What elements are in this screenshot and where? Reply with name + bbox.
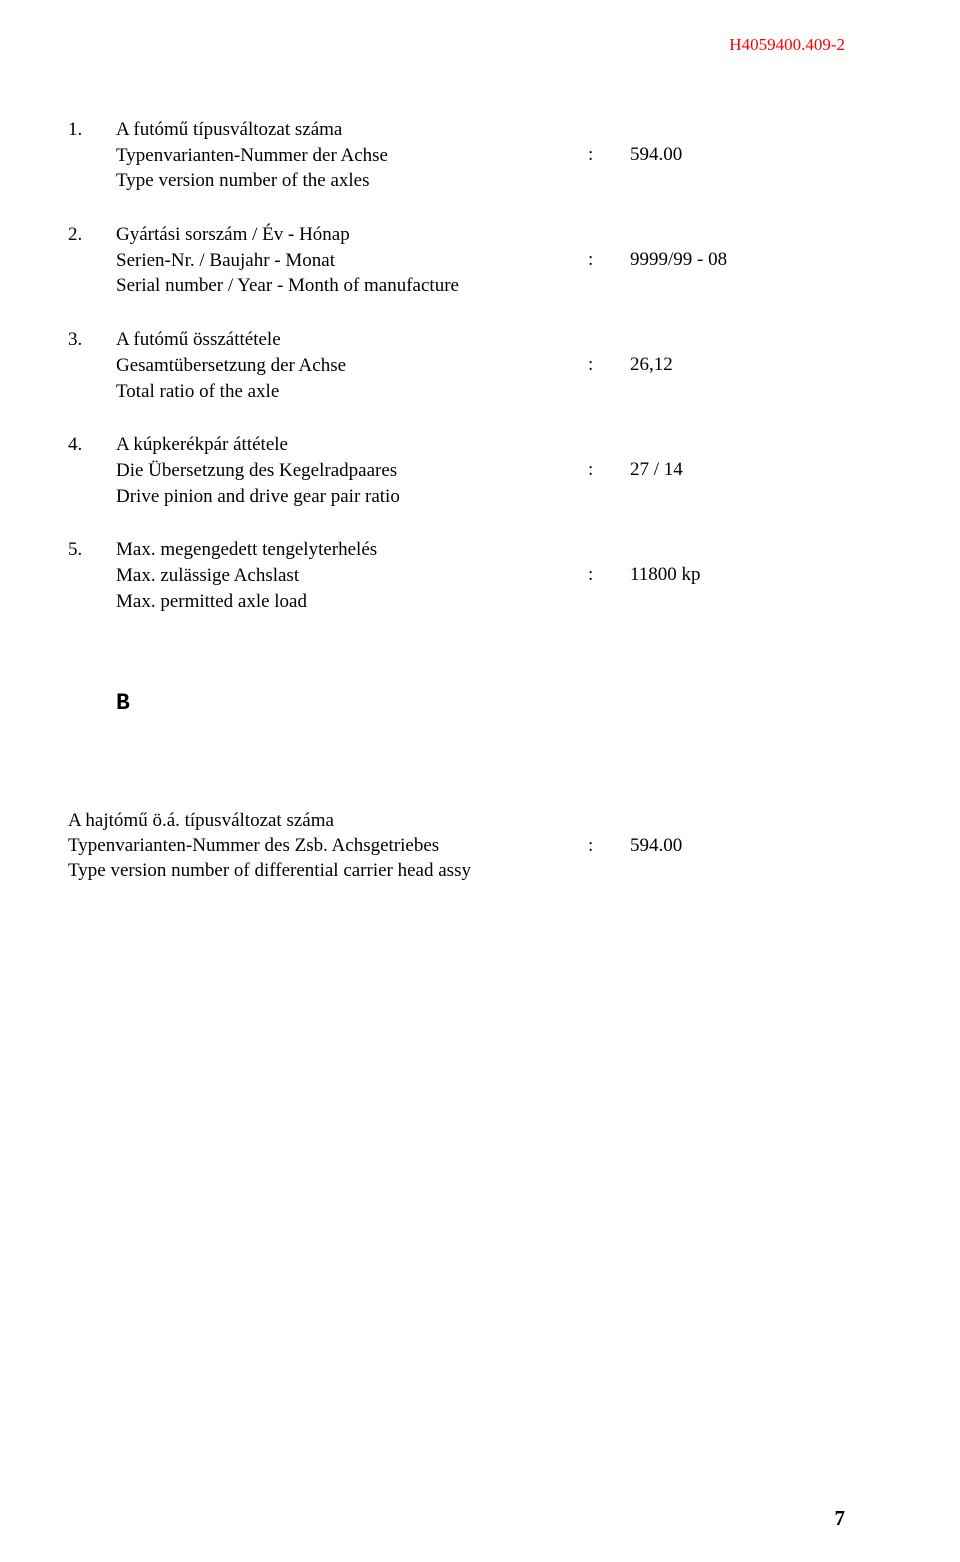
value-col: 594.00 <box>630 118 888 195</box>
colon-col: : <box>588 118 630 195</box>
colon-col: : <box>588 538 630 615</box>
item-5: 5. Max. megengedett tengelyterhelés Max.… <box>68 538 888 615</box>
item-number: 1. <box>68 118 116 195</box>
item-value: 11800 kp <box>630 563 888 588</box>
label-line: Max. permitted axle load <box>116 590 588 615</box>
label-line: Serien-Nr. / Baujahr - Monat <box>116 249 588 274</box>
value-col: 9999/99 - 08 <box>630 223 888 300</box>
label-line: A futómű típusváltozat száma <box>116 118 588 143</box>
label-line: Die Übersetzung des Kegelradpaares <box>116 459 588 484</box>
item-labels: Gyártási sorszám / Év - Hónap Serien-Nr.… <box>116 223 588 300</box>
label-line: A futómű összáttétele <box>116 328 588 353</box>
document-content: 1. A futómű típusváltozat száma Typenvar… <box>68 118 888 883</box>
label-line: Type version number of differential carr… <box>68 859 588 884</box>
label-line: Drive pinion and drive gear pair ratio <box>116 485 588 510</box>
value-col: 11800 kp <box>630 538 888 615</box>
label-line: Total ratio of the axle <box>116 380 588 405</box>
label-line: Typenvarianten-Nummer der Achse <box>116 144 588 169</box>
item-value: 26,12 <box>630 353 888 378</box>
label-line: Gyártási sorszám / Év - Hónap <box>116 223 588 248</box>
label-line: A hajtómű ö.á. típusváltozat száma <box>68 809 588 834</box>
label-line: Max. zulässige Achslast <box>116 564 588 589</box>
colon-col: : <box>588 809 630 883</box>
label-line: Typenvarianten-Nummer des Zsb. Achsgetri… <box>68 834 588 859</box>
item-1: 1. A futómű típusváltozat száma Typenvar… <box>68 118 888 195</box>
page-number: 7 <box>835 1505 846 1532</box>
colon: : <box>588 248 630 273</box>
colon-col: : <box>588 223 630 300</box>
colon: : <box>588 143 630 168</box>
item-labels: A futómű típusváltozat száma Typenvarian… <box>116 118 588 195</box>
colon: : <box>588 834 630 859</box>
value-col: 27 / 14 <box>630 433 888 510</box>
b-labels: A hajtómű ö.á. típusváltozat száma Typen… <box>68 809 588 883</box>
item-value: 594.00 <box>630 143 888 168</box>
header-code: H4059400.409-2 <box>729 34 845 56</box>
value-col: 26,12 <box>630 328 888 405</box>
colon: : <box>588 563 630 588</box>
colon-col: : <box>588 433 630 510</box>
item-2: 2. Gyártási sorszám / Év - Hónap Serien-… <box>68 223 888 300</box>
value-col: 594.00 <box>630 809 888 883</box>
item-labels: A futómű összáttétele Gesamtübersetzung … <box>116 328 588 405</box>
label-line: A kúpkerékpár áttétele <box>116 433 588 458</box>
item-labels: Max. megengedett tengelyterhelés Max. zu… <box>116 538 588 615</box>
item-3: 3. A futómű összáttétele Gesamtübersetzu… <box>68 328 888 405</box>
item-number: 2. <box>68 223 116 300</box>
section-b-item: A hajtómű ö.á. típusváltozat száma Typen… <box>68 809 888 883</box>
label-line: Serial number / Year - Month of manufact… <box>116 274 588 299</box>
item-value: 9999/99 - 08 <box>630 248 888 273</box>
item-4: 4. A kúpkerékpár áttétele Die Übersetzun… <box>68 433 888 510</box>
item-labels: A kúpkerékpár áttétele Die Übersetzung d… <box>116 433 588 510</box>
colon: : <box>588 458 630 483</box>
label-line: Max. megengedett tengelyterhelés <box>116 538 588 563</box>
item-number: 3. <box>68 328 116 405</box>
label-line: Gesamtübersetzung der Achse <box>116 354 588 379</box>
item-value: 27 / 14 <box>630 458 888 483</box>
colon: : <box>588 353 630 378</box>
item-number: 4. <box>68 433 116 510</box>
b-value: 594.00 <box>630 834 888 859</box>
label-line: Type version number of the axles <box>116 169 588 194</box>
colon-col: : <box>588 328 630 405</box>
item-number: 5. <box>68 538 116 615</box>
section-b-letter: B <box>116 689 888 719</box>
